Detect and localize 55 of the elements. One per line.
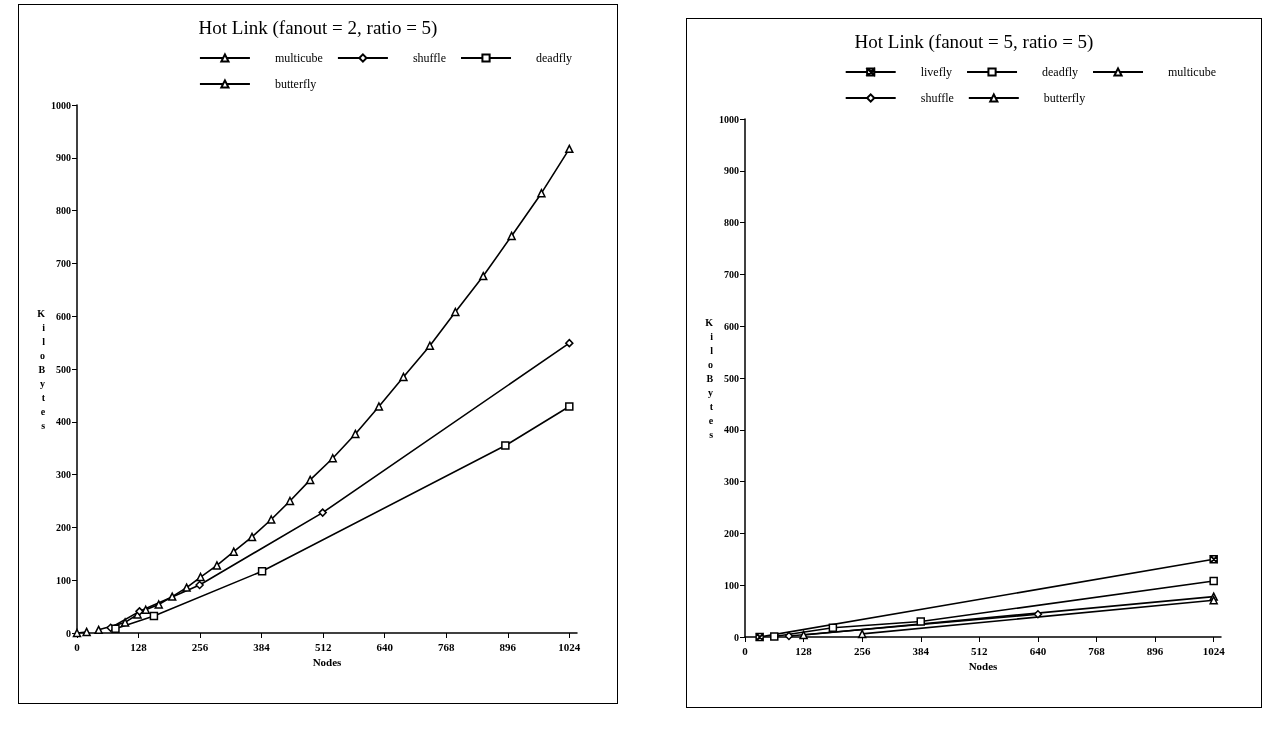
- text: KiloBytes: [705, 316, 714, 440]
- y-tick-label: 200: [56, 521, 71, 533]
- y-tick-label: 100: [56, 574, 71, 586]
- legend-label: multicube: [274, 51, 323, 65]
- legend-label: butterfly: [274, 77, 317, 91]
- chart-title: Hot Link (fanout = 2, ratio = 5): [198, 17, 438, 39]
- x-tick-label: 0: [742, 644, 749, 657]
- x-tick-label: 512: [971, 644, 989, 657]
- y-tick-label: 800: [724, 217, 739, 229]
- y-tick-label: 900: [724, 165, 739, 177]
- x-tick-label: 640: [1029, 644, 1047, 657]
- y-tick-label: 500: [56, 363, 71, 375]
- y-tick-label: 700: [56, 257, 71, 269]
- x-tick-label: 896: [1146, 644, 1164, 657]
- x-tick-label: 384: [912, 644, 930, 657]
- x-tick-label: 1024: [1202, 644, 1226, 657]
- legend-label: deadfly: [536, 51, 572, 65]
- y-tick-label: 900: [56, 152, 71, 164]
- y-tick-label: 500: [724, 372, 739, 384]
- y-tick-label: 1000: [51, 99, 71, 111]
- x-tick-label: 128: [795, 644, 813, 657]
- y-tick-label: 400: [56, 416, 71, 428]
- y-tick-label: 600: [56, 310, 71, 322]
- y-tick-label: 300: [724, 476, 739, 488]
- chart-title: Hot Link (fanout = 5, ratio = 5): [854, 31, 1094, 53]
- x-tick-label: 512: [314, 640, 332, 653]
- y-tick-label: 100: [724, 579, 739, 591]
- y-tick-label: 1000: [719, 113, 739, 125]
- x-tick-label: 256: [853, 644, 871, 657]
- y-tick-label: 700: [724, 268, 739, 280]
- x-tick-label: 640: [376, 640, 394, 653]
- x-tick-label: 128: [130, 640, 148, 653]
- y-tick-label: 0: [734, 631, 739, 643]
- x-axis-title: Nodes: [968, 660, 999, 673]
- x-tick-label: 0: [74, 640, 81, 653]
- y-tick-label: 300: [56, 469, 71, 481]
- y-tick-label: 800: [56, 205, 71, 217]
- x-tick-label: 256: [191, 640, 209, 653]
- y-tick-label: 400: [724, 424, 739, 436]
- legend-label: butterfly: [1043, 91, 1086, 105]
- text: KiloBytes: [37, 307, 46, 431]
- y-tick-label: 0: [66, 627, 71, 639]
- legend-label: livefly: [920, 65, 953, 79]
- y-tick-label: 600: [724, 320, 739, 332]
- x-tick-label: 384: [253, 640, 271, 653]
- y-tick-label: 200: [724, 527, 739, 539]
- x-tick-label: 1024: [558, 640, 581, 653]
- legend-label: multicube: [1168, 65, 1217, 79]
- legend-label: deadfly: [1042, 65, 1079, 79]
- x-tick-label: 768: [1088, 644, 1106, 657]
- x-tick-label: 768: [437, 640, 455, 653]
- x-tick-label: 896: [499, 640, 517, 653]
- x-axis-title: Nodes: [312, 656, 343, 669]
- legend-label: shuffle: [920, 91, 954, 105]
- legend-label: shuffle: [412, 51, 447, 65]
